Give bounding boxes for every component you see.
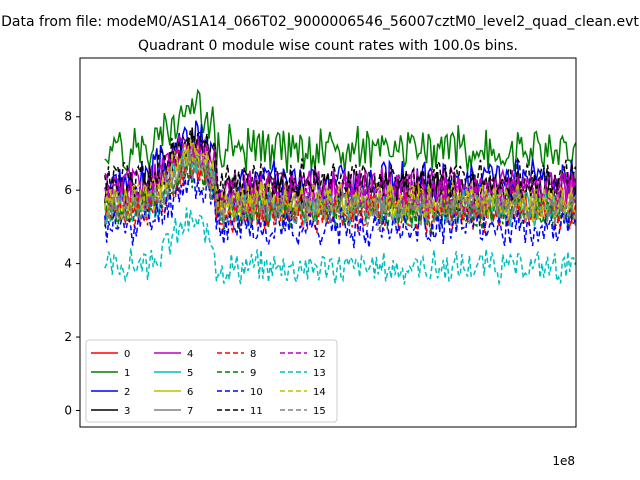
y-tick-label: 0 — [64, 403, 72, 417]
series-line-11 — [104, 130, 576, 200]
legend-label-1: 1 — [124, 368, 130, 379]
series-line-13 — [104, 207, 576, 286]
legend-label-7: 7 — [187, 406, 193, 417]
legend-label-13: 13 — [313, 368, 326, 379]
legend-box — [85, 339, 338, 423]
plot-frame — [79, 57, 577, 428]
y-tick-label: 8 — [64, 110, 72, 124]
y-tick-label: 6 — [64, 183, 72, 197]
legend-label-3: 3 — [124, 406, 130, 417]
legend-label-9: 9 — [250, 368, 256, 379]
series-line-12 — [104, 138, 576, 214]
legend-label-12: 12 — [313, 349, 326, 360]
legend-label-8: 8 — [250, 349, 256, 360]
series-layer — [104, 88, 576, 286]
y-tick-label: 4 — [64, 257, 72, 271]
legend-label-0: 0 — [124, 349, 130, 360]
legend-label-15: 15 — [313, 406, 326, 417]
legend-label-5: 5 — [187, 368, 193, 379]
legend-label-4: 4 — [187, 349, 193, 360]
legend-label-2: 2 — [124, 387, 130, 398]
chart-title: Quadrant 0 module wise count rates with … — [138, 38, 518, 54]
chart-suptitle: Data from file: modeM0/AS1A14_066T02_900… — [1, 14, 639, 30]
legend-label-14: 14 — [313, 387, 326, 398]
series-line-1 — [104, 88, 576, 174]
axes-layer: 5.077905.077955.078005.0780502468 — [64, 57, 577, 428]
x-offset-label: 1e8 — [552, 454, 575, 468]
legend-label-6: 6 — [187, 387, 193, 398]
legend-label-10: 10 — [250, 387, 263, 398]
series-line-14 — [104, 139, 576, 223]
legend-label-11: 11 — [250, 406, 263, 417]
y-tick-label: 2 — [64, 330, 72, 344]
series-line-15 — [104, 149, 576, 231]
series-line-10 — [104, 173, 576, 249]
